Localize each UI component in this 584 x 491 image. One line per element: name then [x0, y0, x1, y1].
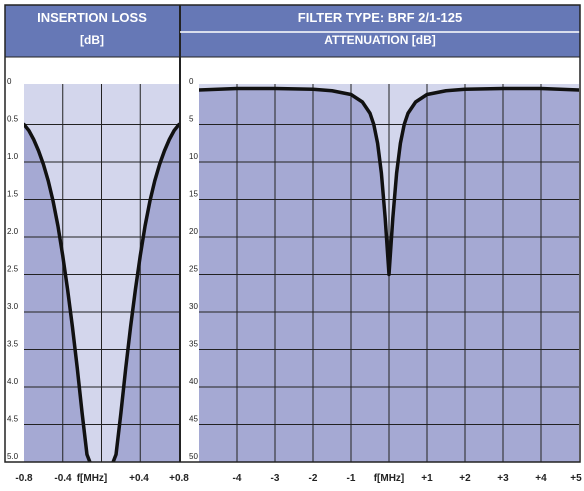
right-header-line-1: FILTER TYPE: BRF 2/1-125: [298, 10, 462, 25]
right-y-tick-label: 0: [189, 77, 194, 86]
right-y-tick-label: 35: [189, 340, 198, 349]
left-y-tick-label: 2.0: [7, 227, 19, 236]
left-y-tick-label: 3.0: [7, 302, 19, 311]
left-y-tick-label: 4.0: [7, 377, 19, 386]
insertion-loss-panel: 0 0.5 1.0 1.5 2.0 2.5 3.0 3.5 4.0 4.5 5.0: [5, 77, 179, 462]
left-y-tick-label: 1.5: [7, 190, 19, 199]
left-curves: [24, 122, 179, 462]
right-header-line-2: ATTENUATION [dB]: [324, 33, 436, 47]
right-x-ticks: -4 -3 -2 -1 f[MHz] +1 +2 +3 +4 +5: [233, 473, 583, 484]
right-y-tick-label: 40: [189, 377, 198, 386]
right-tick-column: [180, 84, 199, 462]
left-y-tick-label: 1.0: [7, 152, 19, 161]
right-y-tick-label: 20: [189, 227, 198, 236]
right-y-tick-label: 15: [189, 190, 198, 199]
top-blank-strip: [5, 57, 580, 84]
right-curves: [199, 86, 579, 277]
right-y-tick-label: 25: [189, 265, 198, 274]
right-y-tick-label: 5: [189, 115, 194, 124]
right-response-curve-1: [199, 86, 579, 277]
right-x-tick-label: -4: [233, 473, 242, 484]
left-grid: [24, 84, 179, 462]
right-x-tick-label: -1: [347, 473, 356, 484]
left-tick-column: [5, 84, 24, 462]
right-y-tick-label: 50: [189, 452, 198, 461]
right-x-tick-label: +5: [570, 473, 582, 484]
left-y-tick-label: 0.5: [7, 115, 19, 124]
right-x-tick-label: -3: [271, 473, 280, 484]
left-y-ticks: 0 0.5 1.0 1.5 2.0 2.5 3.0 3.5 4.0 4.5 5.0: [7, 77, 19, 461]
right-y-tick-label: 10: [189, 152, 198, 161]
left-x-tick-label: -0.8: [15, 473, 33, 484]
right-y-tick-label: 30: [189, 302, 198, 311]
right-x-tick-label: +2: [459, 473, 471, 484]
right-x-tick-label: +4: [535, 473, 547, 484]
right-x-tick-label: +1: [421, 473, 433, 484]
left-header-line-2: [dB]: [80, 33, 104, 47]
left-y-tick-label: 5.0: [7, 452, 19, 461]
left-y-tick-label: 0: [7, 77, 12, 86]
left-x-tick-label: +0.8: [169, 473, 189, 484]
attenuation-panel: 0 5 10 15 20 25 30 35 40 45 50: [180, 77, 579, 462]
right-x-tick-label: -2: [309, 473, 318, 484]
left-x-tick-label: -0.4: [54, 473, 72, 484]
left-response-curve-2: [111, 122, 179, 462]
left-y-tick-label: 4.5: [7, 415, 19, 424]
right-y-tick-label: 45: [189, 415, 198, 424]
left-x-ticks: -0.8 -0.4 f[MHz] +0.4 +0.8: [15, 473, 189, 484]
header-background: [5, 5, 580, 57]
right-y-ticks: 0 5 10 15 20 25 30 35 40 45 50: [189, 77, 198, 461]
left-y-tick-label: 2.5: [7, 265, 19, 274]
left-response-curve-1: [24, 122, 92, 462]
left-y-tick-label: 3.5: [7, 340, 19, 349]
left-x-tick-label: f[MHz]: [77, 473, 108, 484]
right-x-tick-label: f[MHz]: [374, 473, 405, 484]
outer-frame: [4, 4, 581, 463]
left-x-tick-label: +0.4: [129, 473, 149, 484]
left-header-line-1: INSERTION LOSS: [37, 10, 147, 25]
right-x-tick-label: +3: [497, 473, 509, 484]
